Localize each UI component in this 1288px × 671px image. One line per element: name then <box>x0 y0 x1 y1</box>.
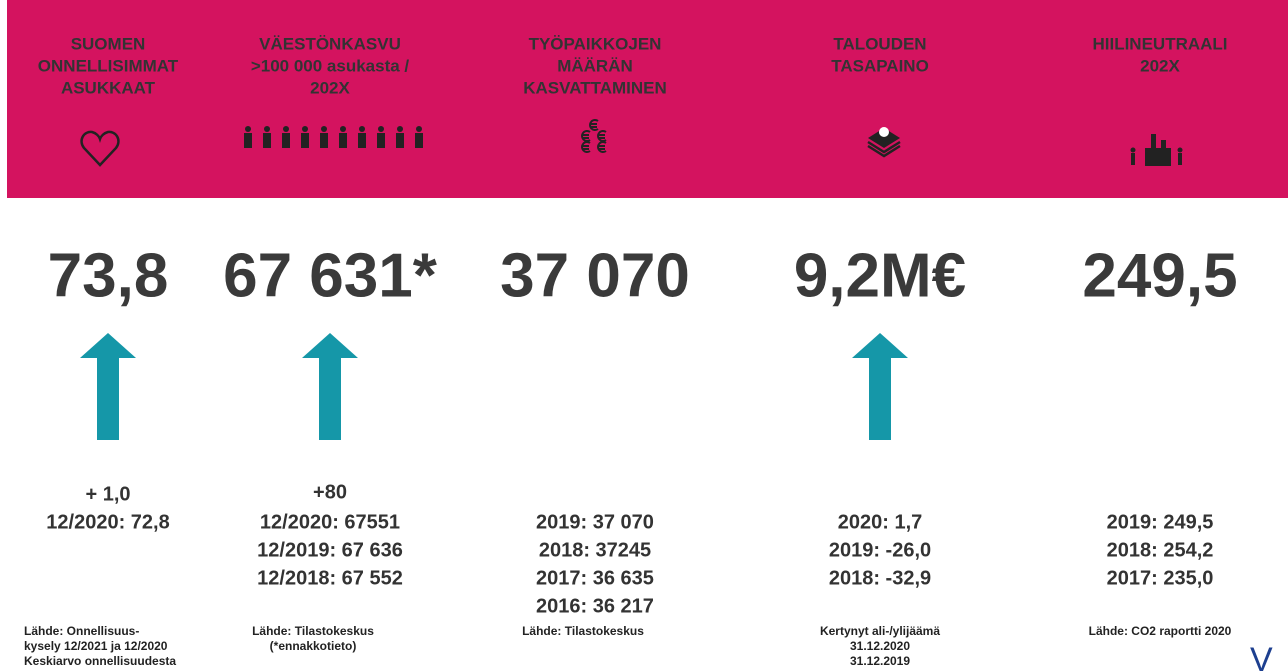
person <box>321 126 327 132</box>
person-body <box>301 133 309 148</box>
person-body <box>282 133 290 148</box>
detail-line: 12/2020: 72,8 <box>46 511 169 533</box>
detail-line: 2019: 249,5 <box>1107 511 1214 533</box>
header-line: ONNELLISIMMAT <box>38 56 179 75</box>
source-line: kysely 12/2021 ja 12/2020 <box>24 639 168 653</box>
header-line: 202X <box>1140 56 1180 75</box>
heart-icon <box>80 130 120 167</box>
source-line: 31.12.2019 <box>850 654 910 668</box>
detail-line: 2018: 254,2 <box>1107 539 1214 561</box>
source-line: Lähde: Tilastokeskus <box>252 624 374 638</box>
key-value: 249,5 <box>1082 241 1237 310</box>
header-line: TYÖPAIKKOJEN <box>529 34 662 53</box>
factory-icon <box>1130 134 1183 166</box>
key-value: 73,8 <box>48 241 169 310</box>
person-body <box>415 133 423 148</box>
source-line: Keskiarvo onnellisuudesta <box>24 654 176 668</box>
up-arrow <box>80 333 136 440</box>
header-line: TASAPAINO <box>831 56 929 75</box>
source-line: Kertynyt ali-/ylijäämä <box>820 624 940 638</box>
up-arrow <box>852 333 908 440</box>
person-body <box>244 133 252 148</box>
header-line: MÄÄRÄN <box>557 56 633 75</box>
key-value: 37 070 <box>500 241 690 310</box>
detail-line: 12/2020: 67551 <box>260 511 400 533</box>
detail-line: +80 <box>313 481 347 503</box>
person-body <box>320 133 328 148</box>
detail-line: 2016: 36 217 <box>536 595 654 617</box>
source-line: (*ennakkotieto) <box>270 639 357 653</box>
person <box>378 126 384 132</box>
person-body <box>263 133 271 148</box>
header-line: 202X <box>310 78 350 97</box>
person <box>359 126 365 132</box>
logo: V A A S <box>1250 641 1288 671</box>
detail-line: 2018: -32,9 <box>829 567 931 589</box>
header-line: SUOMEN <box>71 34 146 53</box>
header-line: TALOUDEN <box>833 34 926 53</box>
header-line: >100 000 asukasta / <box>251 56 410 75</box>
source-line: Lähde: Onnellisuus- <box>24 624 139 638</box>
money-stack-icon <box>867 127 901 158</box>
person <box>416 126 422 132</box>
key-value: 67 631* <box>223 241 438 310</box>
person <box>397 126 403 132</box>
detail-line: 2017: 235,0 <box>1107 567 1214 589</box>
source-line: Lähde: Tilastokeskus <box>522 624 644 638</box>
detail-line: 12/2019: 67 636 <box>257 539 403 561</box>
person-body <box>358 133 366 148</box>
person <box>302 126 308 132</box>
detail-line: 2019: -26,0 <box>829 539 931 561</box>
detail-line: 2017: 36 635 <box>536 567 654 589</box>
person <box>340 126 346 132</box>
detail-line: 2019: 37 070 <box>536 511 654 533</box>
header-line: ASUKKAAT <box>61 78 156 97</box>
detail-line: 12/2018: 67 552 <box>257 567 403 589</box>
person-body <box>396 133 404 148</box>
up-arrow <box>302 333 358 440</box>
header-band <box>7 0 1288 198</box>
detail-line: 2020: 1,7 <box>838 511 923 533</box>
source-line: Lähde: CO2 raportti 2020 <box>1089 624 1232 638</box>
detail-line: + 1,0 <box>85 483 130 505</box>
people-icon <box>244 126 423 148</box>
euro-icon <box>581 119 607 153</box>
person <box>245 126 251 132</box>
source-line: 31.12.2020 <box>850 639 910 653</box>
detail-line: 2018: 37245 <box>539 539 651 561</box>
person <box>264 126 270 132</box>
content: SUOMEN ONNELLISIMMAT ASUKKAAT 73,8 + 1,0 12/2… <box>24 34 1238 668</box>
person <box>283 126 289 132</box>
person-body <box>339 133 347 148</box>
header-line: VÄESTÖNKASVU <box>259 34 401 53</box>
header-line: KASVATTAMINEN <box>523 78 667 97</box>
header-line: HIILINEUTRAALI <box>1092 34 1227 53</box>
person-body <box>377 133 385 148</box>
key-value: 9,2M€ <box>794 241 966 310</box>
